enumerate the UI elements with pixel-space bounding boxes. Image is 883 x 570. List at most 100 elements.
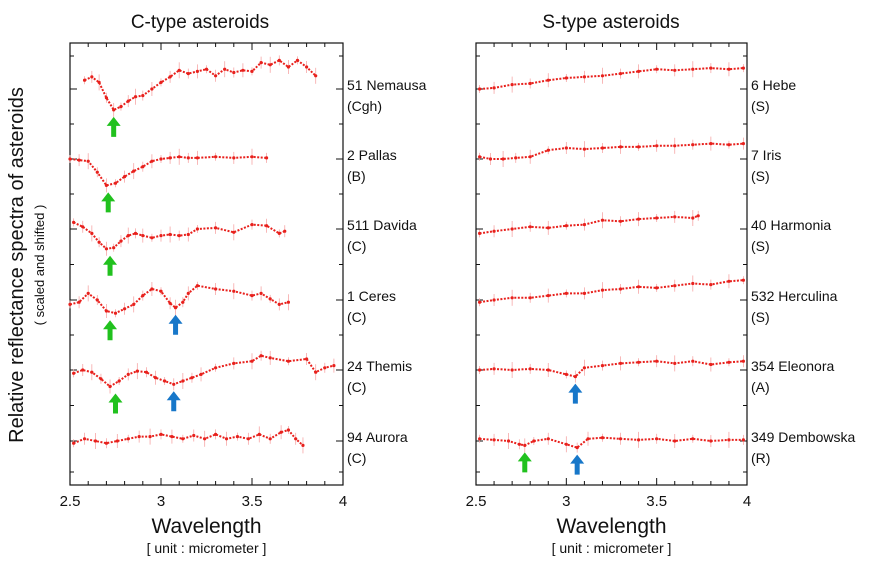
- green-arrow-marker: [108, 393, 123, 414]
- series-line: [69, 155, 267, 187]
- data-point: [575, 446, 579, 450]
- data-point: [150, 236, 154, 240]
- data-point: [268, 63, 272, 67]
- data-point: [618, 287, 623, 291]
- data-point: [214, 74, 218, 78]
- data-point: [709, 142, 713, 146]
- asteroid-class: (Cgh): [347, 98, 382, 114]
- data-point: [332, 364, 336, 368]
- data-point: [618, 145, 623, 149]
- data-point: [214, 287, 218, 291]
- data-point: [177, 155, 181, 159]
- series-3: 40 Harmonia (S): [478, 210, 831, 254]
- series-1: 51 Nemausa (Cgh): [82, 55, 427, 137]
- data-point: [90, 75, 94, 79]
- data-point: [97, 80, 101, 84]
- x-axis-label: Wavelength: [556, 515, 666, 538]
- data-point: [305, 357, 309, 361]
- data-point: [186, 72, 190, 76]
- data-point: [90, 370, 94, 374]
- asteroid-label: 7 Iris: [751, 147, 781, 163]
- asteroid-label: 354 Eleonora: [751, 358, 835, 374]
- data-point: [250, 359, 254, 363]
- asteroid-label: 349 Dembowska: [751, 429, 855, 445]
- x-tick-label: 2.5: [466, 493, 487, 510]
- green-arrow-marker: [103, 255, 118, 276]
- data-point: [673, 284, 677, 288]
- data-point: [113, 181, 118, 185]
- panel-title: C-type asteroids: [131, 12, 269, 33]
- data-point: [159, 289, 163, 293]
- data-point: [97, 240, 101, 244]
- data-point: [195, 69, 199, 73]
- data-point: [478, 437, 482, 441]
- asteroid-class: (B): [347, 168, 366, 184]
- data-point: [573, 375, 577, 379]
- data-point: [655, 216, 659, 220]
- data-point: [93, 439, 98, 443]
- data-point: [168, 301, 172, 305]
- data-point: [696, 214, 700, 218]
- data-point: [232, 70, 236, 75]
- data-point: [173, 306, 178, 310]
- asteroid-class: (S): [751, 168, 770, 184]
- data-point: [691, 67, 695, 71]
- data-point: [286, 65, 290, 69]
- data-point: [192, 433, 196, 438]
- data-point: [104, 441, 108, 445]
- data-point: [586, 437, 590, 441]
- data-point: [655, 437, 659, 441]
- data-point: [510, 83, 514, 87]
- data-point: [618, 437, 623, 441]
- data-point: [77, 300, 81, 304]
- data-point: [126, 234, 130, 238]
- data-point: [691, 359, 695, 363]
- c-type-panel: C-type asteroids Wavelength [ unit : micro…: [60, 12, 427, 556]
- data-point: [532, 439, 536, 443]
- data-point: [144, 370, 149, 374]
- data-point: [195, 284, 199, 288]
- data-point: [259, 291, 263, 295]
- data-point: [277, 231, 281, 235]
- data-point: [709, 439, 713, 443]
- series-1: 6 Hebe (S): [478, 61, 796, 114]
- data-point: [163, 379, 167, 383]
- data-point: [141, 94, 145, 98]
- blue-arrow-marker: [570, 454, 585, 475]
- data-point: [186, 232, 190, 237]
- data-point: [523, 443, 527, 447]
- data-point: [517, 442, 521, 446]
- data-point: [112, 108, 116, 112]
- data-point: [286, 359, 290, 363]
- data-point: [172, 382, 176, 386]
- data-point: [223, 67, 227, 71]
- green-arrow-marker: [517, 452, 532, 473]
- series-5: 354 Eleonora (A): [478, 355, 835, 404]
- data-point: [126, 437, 130, 441]
- data-point: [741, 438, 745, 442]
- data-point: [72, 441, 76, 445]
- data-point: [195, 227, 199, 231]
- data-point: [727, 143, 731, 147]
- data-point: [250, 223, 254, 227]
- data-point: [564, 291, 568, 295]
- data-point: [618, 361, 623, 365]
- blue-arrow-marker: [168, 314, 183, 335]
- data-point: [117, 379, 121, 383]
- asteroid-label: 40 Harmonia: [751, 217, 831, 233]
- data-point: [618, 219, 623, 223]
- data-point: [501, 157, 505, 161]
- data-point: [301, 443, 305, 447]
- data-point: [135, 369, 139, 373]
- data-point: [478, 300, 482, 304]
- data-point: [232, 289, 236, 293]
- series-5: 24 Themis (C): [72, 350, 412, 414]
- data-point: [277, 302, 281, 306]
- data-point: [600, 218, 605, 222]
- data-point: [478, 87, 482, 91]
- data-point: [86, 291, 90, 295]
- data-point: [168, 232, 172, 237]
- series-2: 7 Iris (S): [478, 136, 781, 184]
- data-point: [506, 439, 511, 443]
- asteroid-class: (C): [347, 379, 366, 395]
